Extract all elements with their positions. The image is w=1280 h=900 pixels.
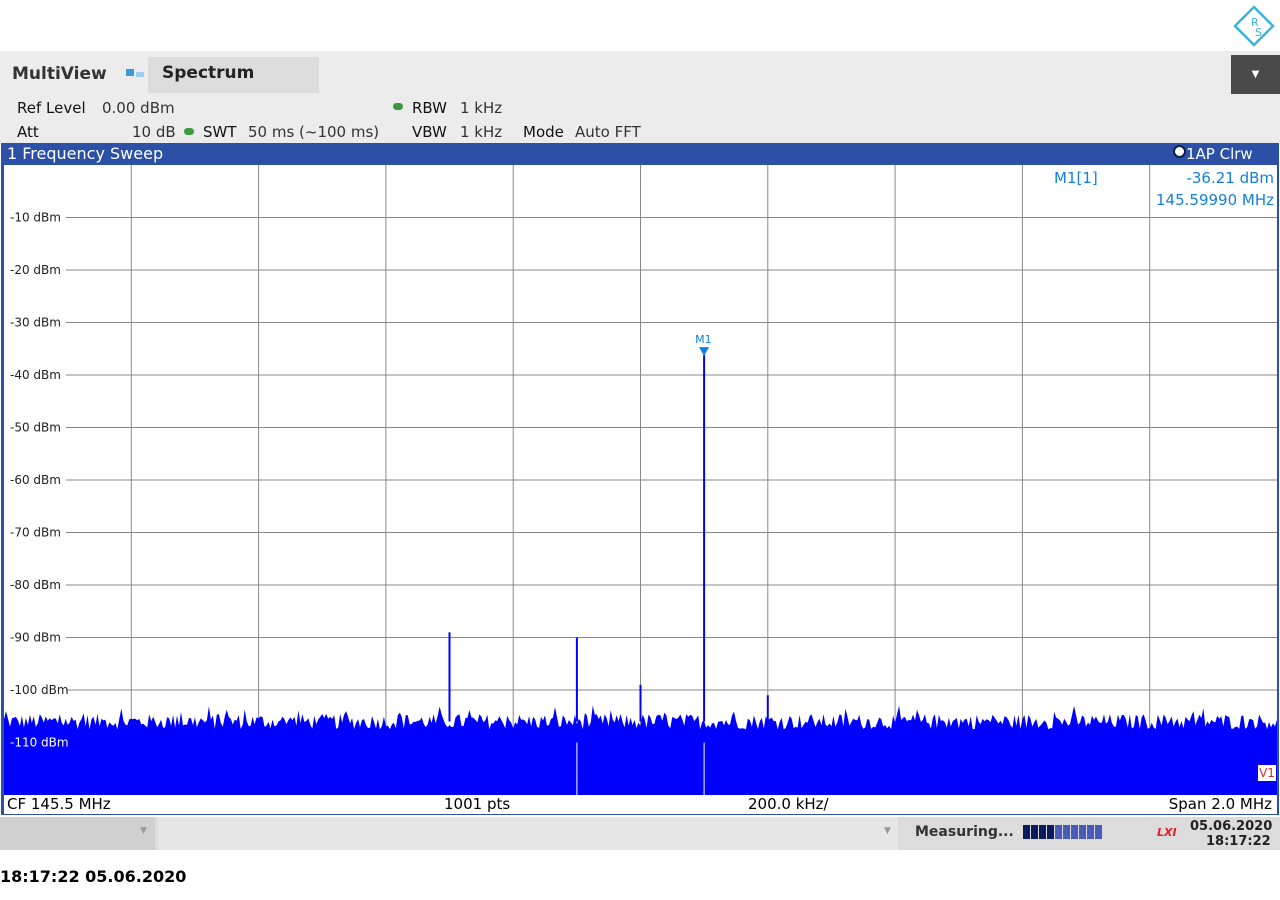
tab-spectrum[interactable]	[148, 57, 319, 93]
swt-status-dot	[184, 128, 194, 135]
grid	[66, 165, 1277, 795]
rbw-label: RBW	[412, 99, 448, 117]
y-axis-labels: -10 dBm -20 dBm -30 dBm -40 dBm -50 dBm -60 d…	[10, 211, 69, 750]
progress-segment	[1039, 825, 1046, 839]
status-field-left[interactable]	[0, 817, 155, 850]
spectrum-plot[interactable]: -10 dBm -20 dBm -30 dBm -40 dBm -50 dBm -60 d…	[4, 165, 1277, 795]
progress-segment	[1063, 825, 1070, 839]
rbw-status-dot	[393, 103, 403, 110]
y-tick-label: -90 dBm	[10, 631, 61, 645]
progress-segment	[1071, 825, 1078, 839]
marker-frequency: 145.59990 MHz	[1156, 191, 1274, 209]
trace	[4, 355, 1277, 795]
swt-label: SWT	[203, 123, 237, 141]
measuring-status: Measuring...	[915, 824, 1014, 840]
ref-level-value: 0.00 dBm	[102, 99, 175, 117]
marker-plot-label: M1	[695, 333, 712, 346]
swt-value: 50 ms (~100 ms)	[248, 123, 380, 141]
status-middle-caret-icon: ▼	[884, 826, 891, 836]
center-frequency[interactable]: CF 145.5 MHz	[7, 795, 111, 813]
y-tick-label: -20 dBm	[10, 263, 61, 277]
att-value: 10 dB	[132, 123, 176, 141]
multiview-icon	[126, 69, 144, 77]
y-tick-label: -70 dBm	[10, 526, 61, 540]
marker-triangle-icon	[699, 347, 710, 357]
y-tick-label: -60 dBm	[10, 473, 61, 487]
span[interactable]: Span 2.0 MHz	[1168, 795, 1272, 813]
caret-down-icon: ▼	[1251, 69, 1260, 80]
mode-label: Mode	[523, 123, 564, 141]
att-label: Att	[17, 123, 39, 141]
progress-segment	[1031, 825, 1038, 839]
rs-logo-icon: R S	[1233, 5, 1275, 47]
y-tick-label: -30 dBm	[10, 316, 61, 330]
vbw-value: 1 kHz	[460, 123, 503, 141]
y-tick-label: -40 dBm	[10, 368, 61, 382]
screenshot-timestamp: 18:17:22 05.06.2020	[0, 867, 187, 886]
y-tick-label: -110 dBm	[10, 736, 69, 750]
vbw-label: VBW	[412, 123, 447, 141]
y-tick-label: -10 dBm	[10, 211, 61, 225]
frequency-per-division: 200.0 kHz/	[748, 795, 829, 813]
rbw-value: 1 kHz	[460, 99, 503, 117]
progress-segment	[1079, 825, 1086, 839]
spectrum-svg: -10 dBm -20 dBm -30 dBm -40 dBm -50 dBm -60 d…	[4, 165, 1277, 795]
progress-segment	[1095, 825, 1102, 839]
progress-segment	[1023, 825, 1030, 839]
ref-level-label: Ref Level	[17, 99, 86, 117]
sweep-progress-bar	[1023, 825, 1102, 839]
progress-segment	[1087, 825, 1094, 839]
trace-circle-icon	[1173, 145, 1186, 158]
progress-segment	[1055, 825, 1062, 839]
svg-text:S: S	[1255, 26, 1262, 39]
app-title: MultiView	[12, 64, 107, 84]
sweep-points[interactable]: 1001 pts	[444, 795, 511, 813]
trace-indicator[interactable]: 1AP Clrw	[1173, 145, 1253, 163]
lxi-logo-icon: LXI	[1157, 826, 1177, 839]
progress-segment	[1047, 825, 1054, 839]
limit-line-label: V1	[1258, 765, 1276, 781]
marker-group: M1	[695, 333, 712, 357]
status-left-caret-icon: ▼	[140, 826, 147, 836]
trace-indicator-label: 1AP Clrw	[1186, 145, 1253, 163]
diagram-title: 1 Frequency Sweep	[7, 144, 164, 163]
tab-spectrum-label: Spectrum	[162, 63, 255, 83]
diagram-title-bar[interactable]	[1, 143, 1279, 165]
status-time: 18:17:22	[1206, 834, 1271, 849]
y-tick-label: -80 dBm	[10, 578, 61, 592]
status-field-middle[interactable]	[158, 817, 898, 850]
svg-text:R: R	[1251, 16, 1259, 29]
x-axis-bar	[4, 795, 1277, 814]
noise-floor-area	[4, 705, 1277, 795]
dropdown-menu-button[interactable]: ▼	[1231, 55, 1280, 94]
mode-value: Auto FFT	[575, 123, 641, 141]
y-tick-label: -100 dBm	[10, 683, 69, 697]
y-tick-label: -50 dBm	[10, 421, 61, 435]
marker-name: M1[1]	[1054, 169, 1098, 187]
status-date: 05.06.2020	[1190, 819, 1273, 834]
marker-level: -36.21 dBm	[1186, 169, 1274, 187]
